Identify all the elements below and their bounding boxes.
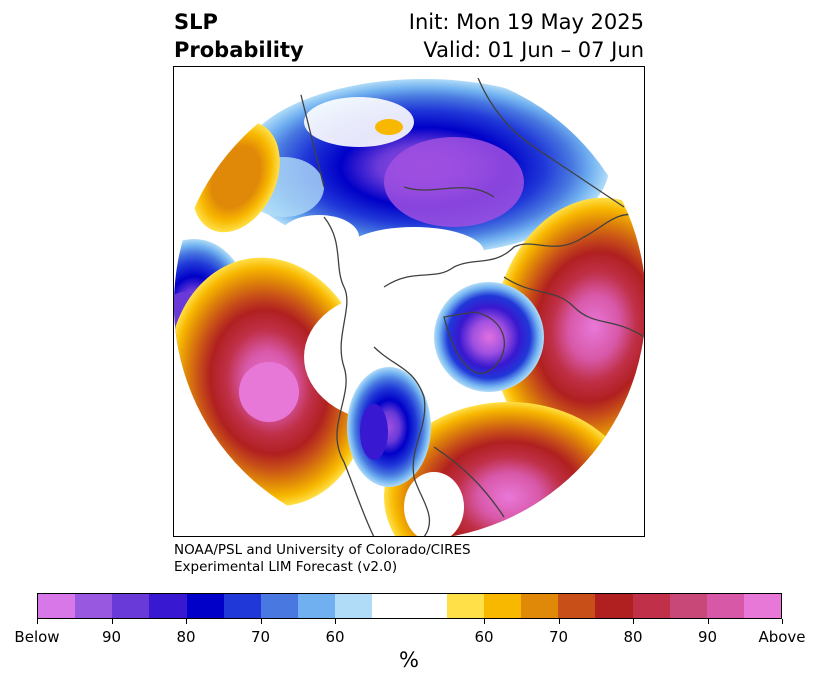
valid-range: Valid: 01 Jun – 07 Jun — [423, 38, 644, 62]
colorbar-swatch — [446, 594, 484, 618]
colorbar-swatch — [632, 594, 670, 618]
colorbar-swatch — [595, 594, 633, 618]
colorbar-swatch — [521, 594, 559, 618]
probability-field — [174, 68, 644, 536]
colorbar-swatch — [558, 594, 596, 618]
init-date: Init: Mon 19 May 2025 — [408, 10, 644, 34]
colorbar-tick-mark — [707, 619, 709, 624]
map-title: SLP Probability — [174, 8, 304, 64]
colorbar-swatch — [743, 594, 782, 618]
colorbar-swatch — [112, 594, 150, 618]
colorbar-tick-label: Below — [14, 628, 60, 646]
colorbar-tick-label: 90 — [101, 628, 122, 646]
colorbar — [37, 593, 782, 619]
colorbar-swatch — [186, 594, 224, 618]
colorbar-tick-label: 80 — [176, 628, 196, 646]
forecast-dates: Init: Mon 19 May 2025 Valid: 01 Jun – 07… — [409, 8, 644, 64]
colorbar-tick-label: 80 — [623, 628, 643, 646]
colorbar-tick-mark — [260, 619, 262, 624]
colorbar-swatch — [260, 594, 299, 618]
colorbar-swatch — [706, 594, 744, 618]
colorbar-tick-label: 70 — [548, 628, 569, 646]
colorbar-swatch — [409, 594, 447, 618]
probability-map — [174, 68, 644, 536]
colorbar-tick-mark — [186, 619, 187, 624]
colorbar-tick-mark — [335, 619, 336, 624]
colorbar-tick-mark — [111, 619, 113, 624]
colorbar-tick-label: 60 — [474, 628, 494, 646]
colorbar-swatch — [223, 594, 261, 618]
colorbar-tick-label: 60 — [325, 628, 345, 646]
credit-line-1: NOAA/PSL and University of Colorado/CIRE… — [174, 542, 471, 558]
colorbar-swatch — [298, 594, 336, 618]
colorbar-tick-mark — [484, 619, 485, 624]
colorbar-tick-mark — [782, 619, 783, 624]
data-credit: NOAA/PSL and University of Colorado/CIRE… — [174, 542, 471, 576]
colorbar-swatch — [38, 594, 76, 618]
colorbar-swatch — [149, 594, 187, 618]
map-panel — [173, 66, 645, 537]
colorbar-swatch — [483, 594, 522, 618]
colorbar-swatch — [669, 594, 707, 618]
credit-line-2: Experimental LIM Forecast (v2.0) — [174, 559, 398, 575]
colorbar-tick-mark — [37, 619, 38, 624]
title-quantity: Probability — [174, 38, 304, 62]
colorbar-tick-label: 70 — [250, 628, 271, 646]
coastlines — [293, 68, 644, 536]
title-variable: SLP — [174, 10, 218, 34]
colorbar-tick-mark — [558, 619, 560, 624]
colorbar-swatch — [372, 594, 410, 618]
colorbar-tick-mark — [633, 619, 634, 624]
colorbar-swatch — [75, 594, 113, 618]
colorbar-tick-label: 90 — [697, 628, 718, 646]
colorbar-tick-label: Above — [758, 628, 806, 646]
colorbar-swatch — [335, 594, 373, 618]
colorbar-unit: % — [399, 648, 419, 672]
